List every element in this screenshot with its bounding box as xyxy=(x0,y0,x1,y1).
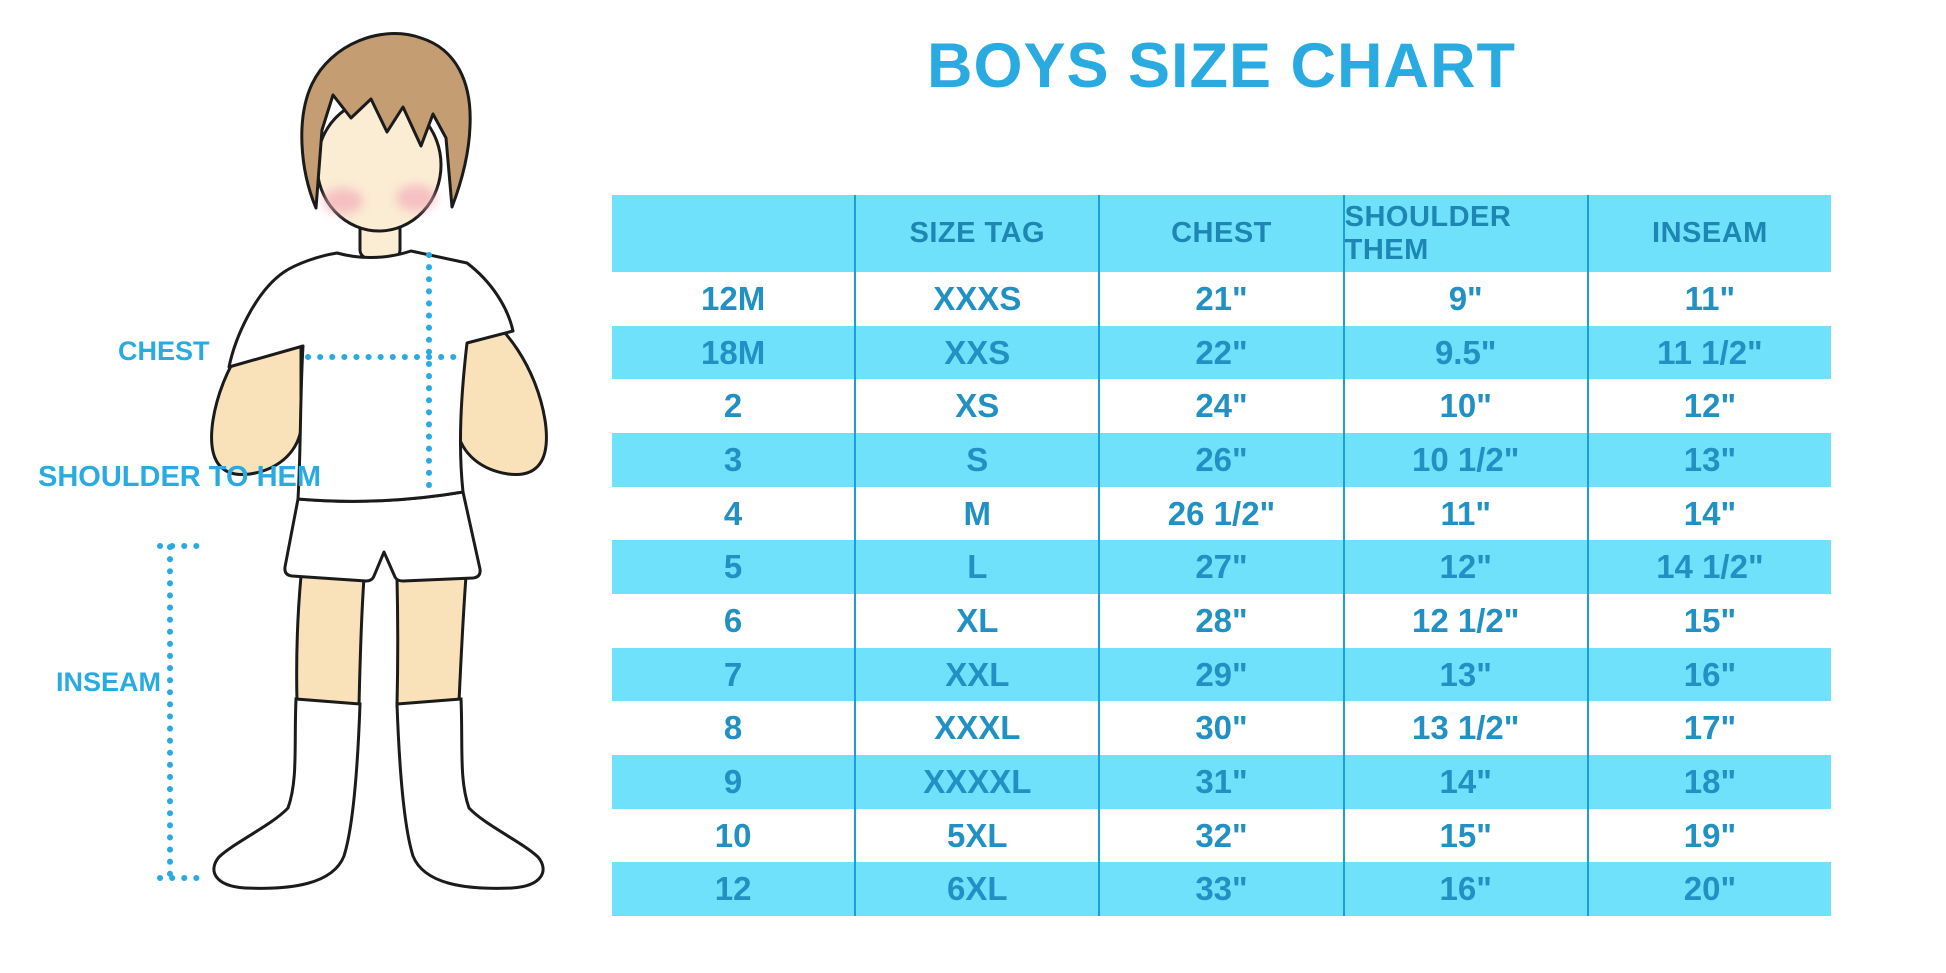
table-cell: 6XL xyxy=(854,862,1098,917)
left-sock xyxy=(212,697,362,890)
table-cell: XXS xyxy=(854,325,1098,380)
left-cheek xyxy=(323,188,363,214)
table-cell: 29" xyxy=(1098,647,1342,702)
size-table: SIZE TAG CHEST SHOULDER THEM INSEAM 12M XXXS 2… xyxy=(612,195,1831,917)
table-cell: 12 1/2" xyxy=(1342,594,1587,648)
table-row: 9 XXXXL 31" 14" 18" xyxy=(612,755,1831,809)
table-cell: 7 xyxy=(723,655,743,693)
table-cell: 22" xyxy=(1098,325,1342,380)
table-cell: 8 xyxy=(723,709,743,747)
table-cell: 19" xyxy=(1586,808,1831,863)
inseam-label: INSEAM xyxy=(56,667,162,697)
table-cell: 5XL xyxy=(854,808,1098,863)
table-cell: 24" xyxy=(1098,379,1342,434)
table-cell: 4 xyxy=(723,494,743,532)
table-cell: 20" xyxy=(1586,862,1831,917)
table-cell: XXL xyxy=(854,647,1098,702)
header-cell xyxy=(612,195,854,272)
table-cell: M xyxy=(854,486,1098,541)
table-cell: 9 xyxy=(723,762,743,800)
table-cell: 5 xyxy=(723,548,743,586)
table-cell: 21" xyxy=(1098,272,1342,326)
header-cell: SHOULDER THEM xyxy=(1342,195,1587,272)
shorts xyxy=(283,490,482,583)
table-cell: 6 xyxy=(723,601,743,639)
table-cell: 26" xyxy=(1098,433,1342,487)
table-cell: 9" xyxy=(1342,272,1587,326)
table-cell: 14" xyxy=(1586,486,1831,541)
left-leg xyxy=(295,574,366,708)
right-arm xyxy=(455,303,548,477)
table-cell: 14 1/2" xyxy=(1586,540,1831,595)
table-cell: L xyxy=(854,540,1098,595)
table-cell: 15" xyxy=(1586,594,1831,648)
table-cell: 11 1/2" xyxy=(1586,325,1831,380)
table-cell: 12" xyxy=(1342,540,1587,595)
table-cell: 3 xyxy=(723,440,743,478)
table-cell: 10" xyxy=(1342,379,1587,434)
table-cell: XXXL xyxy=(854,701,1098,756)
table-cell: XXXXL xyxy=(854,755,1098,809)
right-cheek xyxy=(396,185,436,211)
right-sock xyxy=(395,697,545,890)
table-cell: 13 1/2" xyxy=(1342,701,1587,756)
chest-label: CHEST xyxy=(118,336,210,366)
table-row: 3 S 26" 10 1/2" 13" xyxy=(612,433,1831,487)
table-cell: 11" xyxy=(1342,486,1587,541)
table-row: 12M XXXS 21" 9" 11" xyxy=(612,272,1831,326)
table-cell: 18M xyxy=(701,333,766,371)
table-cell: 17" xyxy=(1586,701,1831,756)
table-cell: 12M xyxy=(701,279,766,317)
table-row: 4 M 26 1/2" 11" 14" xyxy=(612,486,1831,541)
right-leg xyxy=(395,574,468,708)
boy-illustration xyxy=(157,32,548,890)
table-row: 6 XL 28" 12 1/2" 15" xyxy=(612,594,1831,648)
table-cell: 16" xyxy=(1586,647,1831,702)
table-cell: 13" xyxy=(1586,433,1831,487)
table-cell: 2 xyxy=(723,387,743,425)
table-cell: 13" xyxy=(1342,647,1587,702)
table-cell: 15" xyxy=(1342,808,1587,863)
table-cell: 14" xyxy=(1342,755,1587,809)
table-cell: XL xyxy=(854,594,1098,648)
table-cell: XS xyxy=(854,379,1098,434)
table-cell: 32" xyxy=(1098,808,1342,863)
table-row: 18M XXS 22" 9.5" 11 1/2" xyxy=(612,325,1831,380)
page-title: BOYS SIZE CHART xyxy=(926,31,1517,101)
header-cell: INSEAM xyxy=(1586,195,1831,272)
shoulder-to-hem-label: SHOULDER TO HEM xyxy=(38,461,322,493)
table-cell: 12" xyxy=(1586,379,1831,434)
table-row: 10 5XL 32" 15" 19" xyxy=(612,808,1831,863)
table-cell: 9.5" xyxy=(1342,325,1587,380)
table-cell: 18" xyxy=(1586,755,1831,809)
table-row: 7 XXL 29" 13" 16" xyxy=(612,647,1831,702)
header-cell: SIZE TAG xyxy=(854,195,1098,272)
table-row: 2 XS 24" 10" 12" xyxy=(612,379,1831,434)
table-cell: 33" xyxy=(1098,862,1342,917)
table-cell: 26 1/2" xyxy=(1098,486,1342,541)
table-cell: 31" xyxy=(1098,755,1342,809)
table-cell: 28" xyxy=(1098,594,1342,648)
table-row: 8 XXXL 30" 13 1/2" 17" xyxy=(612,701,1831,756)
table-row: 12 6XL 33" 16" 20" xyxy=(612,862,1831,917)
table-cell: 27" xyxy=(1098,540,1342,595)
table-cell: S xyxy=(854,433,1098,487)
header-cell: CHEST xyxy=(1098,195,1342,272)
table-header-row: SIZE TAG CHEST SHOULDER THEM INSEAM xyxy=(612,195,1831,272)
table-cell: 10 1/2" xyxy=(1342,433,1587,487)
table-cell: 16" xyxy=(1342,862,1587,917)
table-row: 5 L 27" 12" 14 1/2" xyxy=(612,540,1831,595)
table-cell: XXXS xyxy=(854,272,1098,326)
table-cell: 11" xyxy=(1586,272,1831,326)
table-cell: 30" xyxy=(1098,701,1342,756)
hair xyxy=(300,32,472,210)
tshirt xyxy=(227,249,515,503)
table-cell: 12 xyxy=(714,870,752,908)
table-cell: 10 xyxy=(714,816,752,854)
